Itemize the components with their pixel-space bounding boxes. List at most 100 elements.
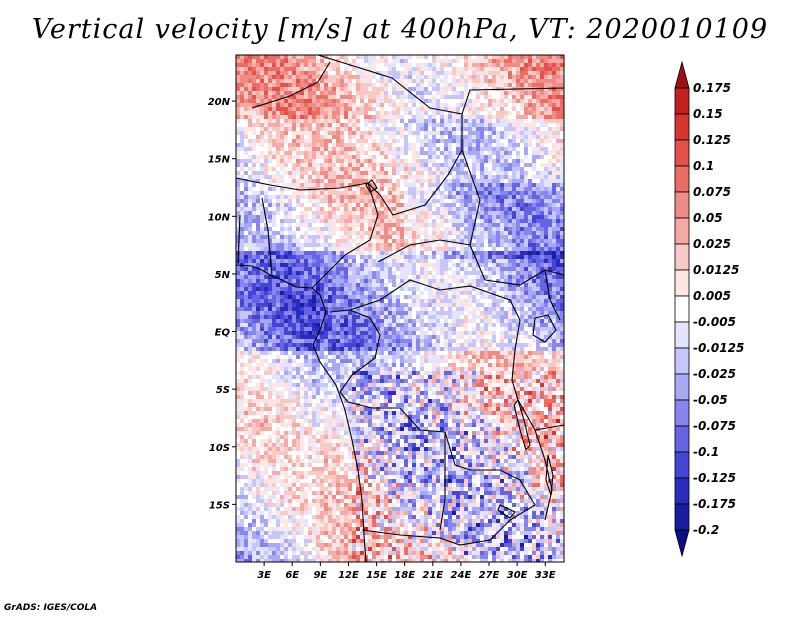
field-cell — [484, 139, 488, 143]
field-cell — [388, 83, 392, 87]
field-cell — [332, 223, 336, 227]
field-cell — [276, 203, 280, 207]
field-cell — [492, 215, 496, 219]
field-cell — [272, 291, 276, 295]
field-cell — [272, 215, 276, 219]
field-cell — [356, 187, 360, 191]
field-cell — [372, 279, 376, 283]
field-cell — [312, 71, 316, 75]
field-cell — [244, 243, 248, 247]
field-cell — [384, 67, 388, 71]
field-cell — [292, 243, 296, 247]
field-cell — [536, 283, 540, 287]
field-cell — [560, 135, 564, 139]
field-cell — [444, 163, 448, 167]
field-cell — [460, 87, 464, 91]
field-cell — [372, 91, 376, 95]
field-cell — [528, 259, 532, 263]
field-cell — [384, 123, 388, 127]
field-cell — [340, 55, 344, 59]
field-cell — [260, 123, 264, 127]
field-cell — [244, 139, 248, 143]
field-cell — [288, 135, 292, 139]
field-cell — [352, 175, 356, 179]
field-cell — [452, 75, 456, 79]
field-cell — [480, 55, 484, 59]
field-cell — [312, 143, 316, 147]
field-cell — [424, 271, 428, 275]
field-cell — [520, 175, 524, 179]
field-cell — [412, 267, 416, 271]
field-cell — [460, 99, 464, 103]
field-cell — [396, 143, 400, 147]
field-cell — [332, 71, 336, 75]
field-cell — [308, 115, 312, 119]
field-cell — [356, 139, 360, 143]
field-cell — [292, 55, 296, 59]
field-cell — [296, 91, 300, 95]
field-cell — [332, 251, 336, 255]
field-cell — [444, 251, 448, 255]
field-cell — [448, 71, 452, 75]
field-cell — [476, 131, 480, 135]
field-cell — [516, 207, 520, 211]
field-cell — [436, 183, 440, 187]
field-cell — [460, 159, 464, 163]
field-cell — [464, 103, 468, 107]
field-cell — [408, 255, 412, 259]
field-cell — [452, 159, 456, 163]
field-cell — [256, 207, 260, 211]
field-cell — [264, 95, 268, 99]
field-cell — [272, 239, 276, 243]
field-cell — [356, 283, 360, 287]
field-cell — [260, 55, 264, 59]
field-cell — [400, 163, 404, 167]
field-cell — [484, 287, 488, 291]
field-cell — [312, 219, 316, 223]
field-cell — [528, 55, 532, 59]
field-cell — [272, 219, 276, 223]
field-cell — [280, 243, 284, 247]
field-cell — [304, 183, 308, 187]
field-cell — [456, 247, 460, 251]
field-cell — [276, 267, 280, 271]
field-cell — [236, 79, 240, 83]
field-cell — [556, 87, 560, 91]
field-cell — [260, 247, 264, 251]
field-cell — [504, 107, 508, 111]
field-cell — [276, 283, 280, 287]
field-cell — [540, 91, 544, 95]
field-cell — [380, 231, 384, 235]
field-cell — [480, 207, 484, 211]
field-cell — [432, 291, 436, 295]
field-cell — [348, 207, 352, 211]
field-cell — [560, 79, 564, 83]
field-cell — [320, 155, 324, 159]
field-cell — [372, 295, 376, 299]
field-cell — [460, 291, 464, 295]
field-cell — [416, 139, 420, 143]
field-cell — [332, 207, 336, 211]
field-cell — [236, 91, 240, 95]
field-cell — [332, 55, 336, 59]
field-cell — [376, 267, 380, 271]
field-cell — [404, 267, 408, 271]
field-cell — [512, 143, 516, 147]
field-cell — [308, 227, 312, 231]
field-cell — [556, 227, 560, 231]
field-cell — [312, 119, 316, 123]
field-cell — [344, 127, 348, 131]
field-cell — [348, 239, 352, 243]
field-cell — [308, 139, 312, 143]
field-cell — [500, 187, 504, 191]
field-cell — [344, 83, 348, 87]
field-cell — [464, 279, 468, 283]
field-cell — [284, 131, 288, 135]
field-cell — [356, 55, 360, 59]
field-cell — [396, 239, 400, 243]
field-cell — [272, 139, 276, 143]
field-cell — [260, 211, 264, 215]
field-cell — [488, 127, 492, 131]
field-cell — [364, 187, 368, 191]
field-cell — [504, 203, 508, 207]
